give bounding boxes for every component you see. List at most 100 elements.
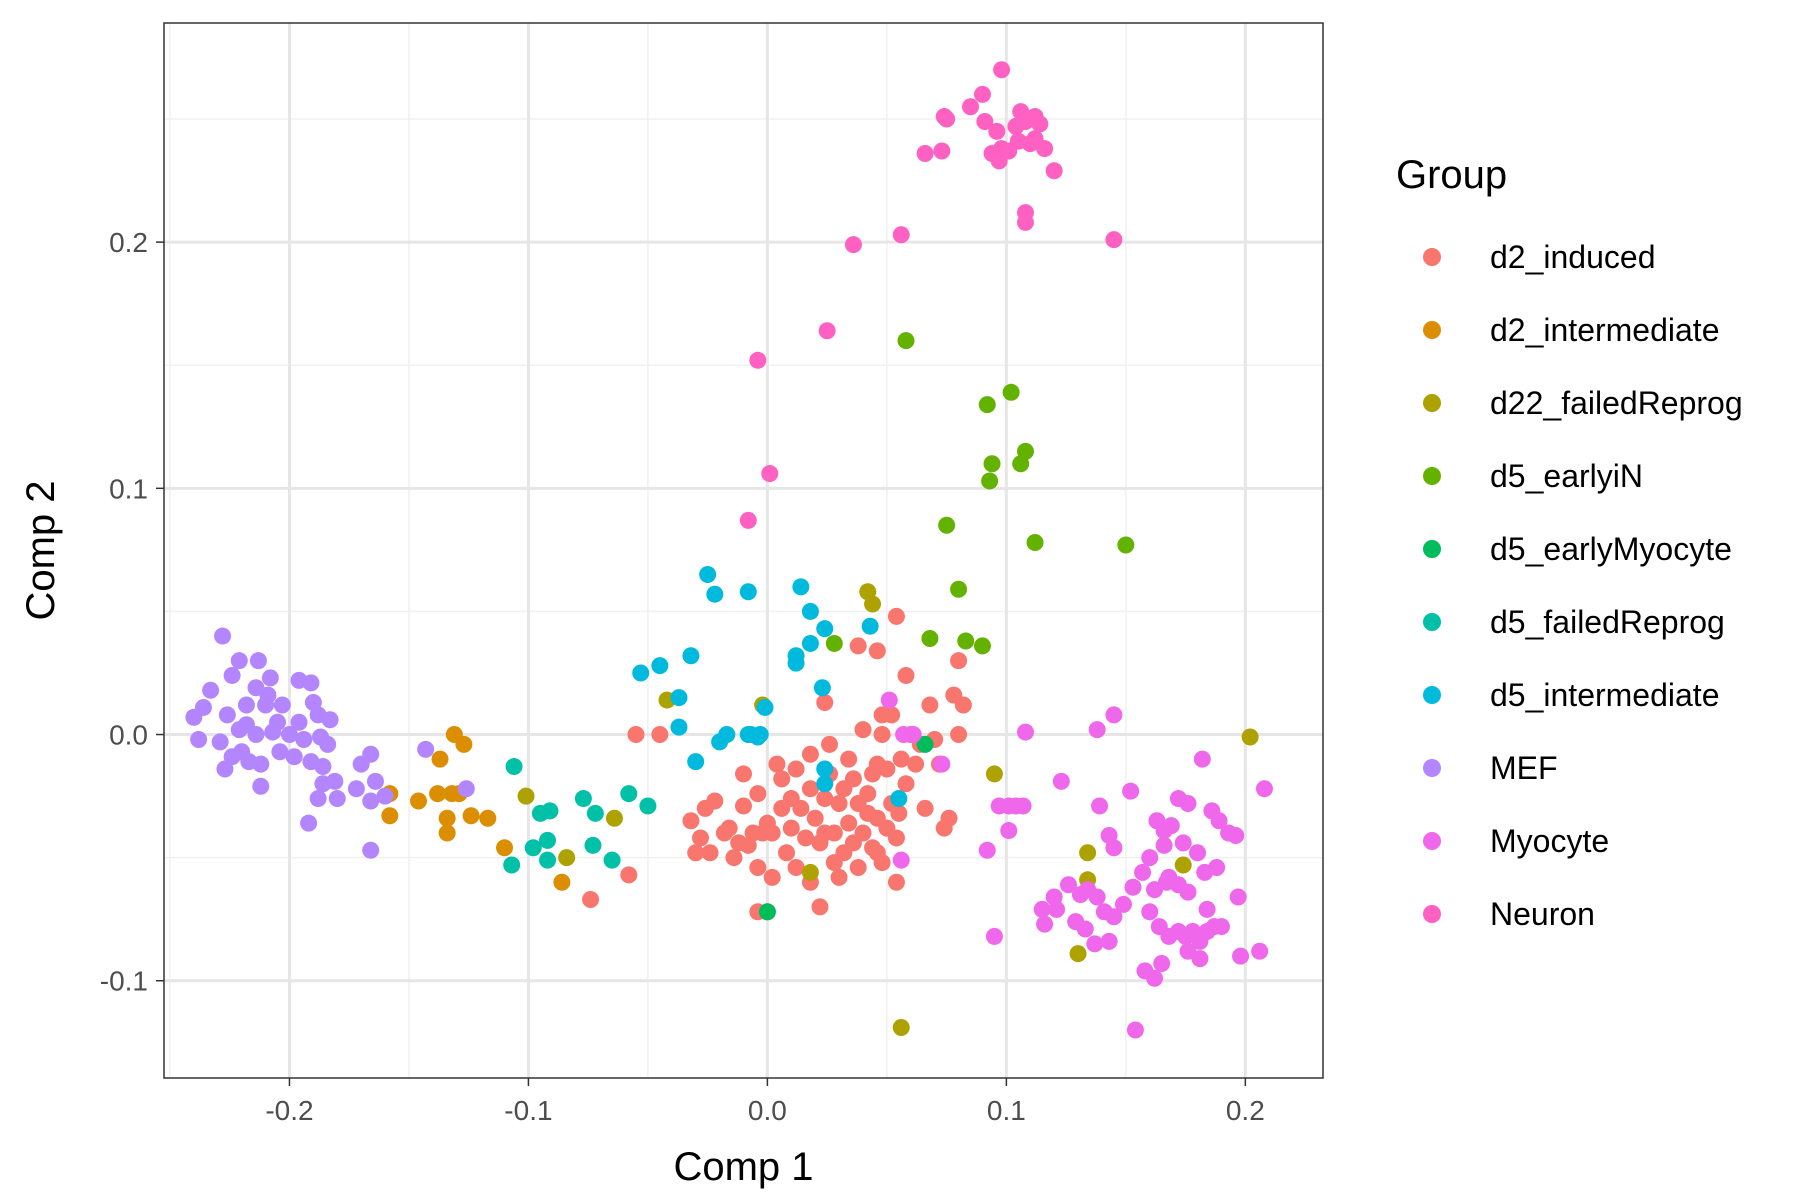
x-tick-label: 0.0	[748, 1095, 787, 1126]
data-point	[462, 807, 480, 825]
data-point	[933, 755, 951, 773]
data-point	[586, 804, 604, 822]
data-point	[868, 642, 886, 660]
data-point	[878, 760, 896, 778]
legend-label: d5_failedReprog	[1490, 604, 1725, 640]
x-axis-ticks: -0.2 -0.1 0.0 0.1 0.2	[265, 1078, 1265, 1126]
x-tick-label: -0.1	[504, 1095, 552, 1126]
data-point	[1191, 950, 1209, 968]
data-point	[811, 898, 829, 916]
data-point	[988, 122, 1006, 140]
data-point	[651, 726, 669, 744]
data-point	[541, 802, 559, 820]
data-point	[816, 775, 834, 793]
data-point	[269, 713, 287, 731]
data-point	[916, 799, 934, 817]
data-point	[682, 647, 700, 665]
legend: Group d2_induced d2_intermediate d22_faile…	[1396, 153, 1743, 932]
data-point	[582, 890, 600, 908]
data-point	[503, 856, 521, 874]
data-point	[854, 721, 872, 739]
data-point	[773, 770, 791, 788]
data-point	[868, 844, 886, 862]
data-point	[849, 637, 867, 655]
data-point	[778, 844, 796, 862]
data-point	[1091, 797, 1109, 815]
legend-label: d22_failedReprog	[1490, 385, 1743, 421]
data-point	[670, 718, 688, 736]
data-point	[1198, 900, 1216, 918]
data-point	[1229, 888, 1247, 906]
data-point	[252, 755, 270, 773]
data-point	[816, 620, 834, 638]
data-point	[627, 726, 645, 744]
data-point	[739, 511, 757, 529]
data-point	[524, 839, 542, 857]
y-tick-label: 0.2	[109, 227, 148, 258]
data-point	[821, 735, 839, 753]
y-tick-label: -0.1	[100, 966, 148, 997]
data-point	[687, 753, 705, 771]
data-point	[990, 797, 1008, 815]
data-point	[259, 686, 277, 704]
data-point	[897, 775, 915, 793]
data-point	[940, 809, 958, 827]
data-point	[691, 829, 709, 847]
data-point	[840, 814, 858, 832]
legend-label: d5_earlyiN	[1490, 458, 1643, 494]
data-point	[735, 797, 752, 815]
data-point	[921, 696, 939, 714]
data-point	[249, 652, 267, 670]
data-point	[921, 630, 939, 648]
data-point	[438, 809, 456, 827]
data-point	[976, 112, 994, 130]
data-point	[978, 841, 996, 859]
data-point	[1232, 947, 1250, 965]
data-point	[830, 794, 848, 812]
data-point	[1105, 839, 1123, 857]
data-point	[1174, 834, 1192, 852]
data-point	[605, 809, 623, 827]
data-point	[825, 634, 843, 652]
data-point	[639, 797, 657, 815]
data-point	[352, 755, 370, 773]
y-axis-ticks: -0.1 0.0 0.1 0.2	[100, 227, 164, 997]
data-point	[935, 108, 953, 126]
data-point	[319, 735, 337, 753]
data-point	[1114, 895, 1132, 913]
legend-label: MEF	[1490, 750, 1558, 786]
data-point	[763, 824, 781, 842]
data-point	[873, 726, 891, 744]
data-point	[718, 726, 736, 744]
y-tick-label: 0.1	[109, 473, 148, 504]
data-point	[887, 829, 905, 847]
data-point	[1117, 536, 1135, 554]
data-point	[950, 652, 968, 670]
data-point	[362, 841, 380, 859]
data-point	[978, 396, 996, 414]
data-point	[787, 654, 805, 672]
data-point	[954, 696, 972, 714]
data-point	[1033, 900, 1051, 918]
data-point	[302, 674, 320, 692]
data-point	[438, 824, 456, 842]
data-point	[985, 765, 1003, 783]
data-point	[892, 226, 910, 244]
data-point	[1014, 797, 1032, 815]
data-point	[1002, 383, 1020, 401]
data-point	[1162, 817, 1180, 835]
data-point	[1048, 900, 1066, 918]
data-point	[892, 851, 910, 869]
data-point	[273, 696, 291, 714]
data-point	[739, 726, 757, 744]
data-point	[938, 516, 956, 534]
data-point	[849, 858, 867, 876]
data-point	[768, 755, 786, 773]
legend-key	[1423, 759, 1441, 777]
legend-items: d2_induced d2_intermediate d22_failedRepro…	[1423, 239, 1743, 932]
data-point	[431, 750, 449, 768]
data-point	[457, 780, 475, 798]
data-point	[366, 772, 384, 790]
